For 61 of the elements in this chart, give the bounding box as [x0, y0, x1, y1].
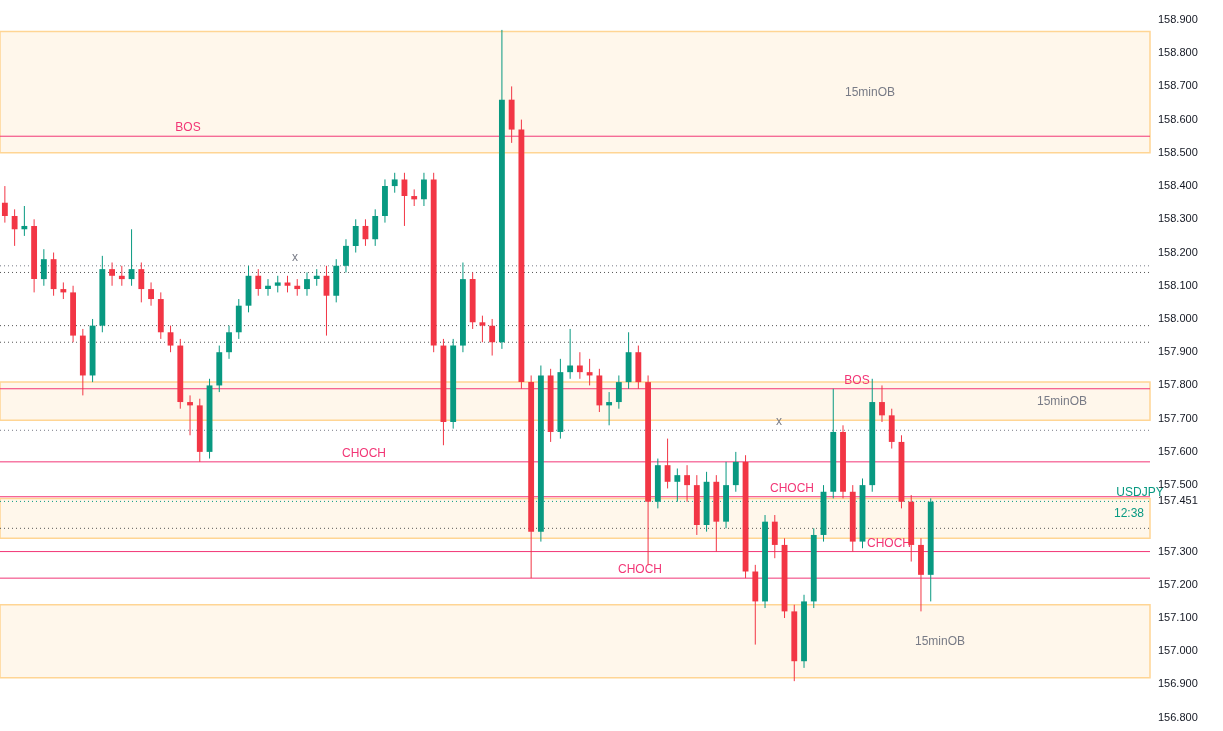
candlestick — [304, 271, 310, 297]
ref-line-label: CHOCH — [770, 480, 814, 495]
candlestick — [40, 248, 47, 287]
candlestick — [148, 281, 154, 307]
candlestick — [187, 394, 193, 436]
y-tick-label: 158.300 — [1158, 212, 1198, 225]
candlestick — [684, 464, 690, 503]
candlestick — [732, 451, 739, 493]
ref-line-label: x — [292, 249, 298, 264]
candlestick — [1, 185, 8, 224]
y-tick-label: 158.400 — [1158, 179, 1198, 192]
y-tick-label: 157.900 — [1158, 345, 1198, 358]
y-tick-label: 157.600 — [1158, 444, 1198, 457]
ref-line-label: CHOCH — [618, 562, 662, 577]
candlestick — [664, 438, 671, 489]
annotation: 12:38 — [1113, 506, 1145, 521]
candlestick — [255, 268, 262, 297]
candlestick — [489, 318, 496, 357]
y-tick-label: 158.700 — [1158, 79, 1198, 92]
candlestick — [226, 325, 232, 360]
y-tick-label: 158.800 — [1158, 46, 1198, 59]
candlestick — [479, 315, 486, 343]
candlestick — [109, 262, 115, 287]
candlestick — [21, 205, 28, 237]
candlestick — [879, 384, 885, 423]
candlestick — [586, 358, 593, 386]
candlestick — [138, 262, 145, 303]
y-tick-label: 157.800 — [1158, 378, 1198, 391]
band-label: 15minOB — [914, 634, 966, 649]
candlestick — [576, 351, 583, 380]
y-tick-label: 157.300 — [1158, 544, 1198, 557]
y-tick-label: 157.200 — [1158, 577, 1198, 590]
ref-line-label: BOS — [844, 372, 870, 387]
y-tick-label: 157.000 — [1158, 644, 1198, 657]
candlestick — [421, 172, 427, 207]
y-tick-label: 156.900 — [1158, 677, 1198, 690]
y-tick-label: 158.100 — [1158, 278, 1198, 291]
y-tick-label: 157.100 — [1158, 611, 1198, 624]
candlestick — [167, 325, 174, 353]
y-tick-label: 157.700 — [1158, 411, 1198, 424]
candlestick — [11, 208, 18, 247]
candlestick — [391, 172, 398, 194]
candlestick — [352, 218, 359, 254]
y-tick-label: 158.000 — [1158, 311, 1198, 324]
y-tick-label: 156.800 — [1158, 710, 1198, 723]
candlestick — [265, 278, 271, 297]
candlestick — [118, 265, 125, 287]
y-tick-label: 158.900 — [1158, 12, 1198, 25]
candlestick — [567, 328, 574, 380]
candlestick — [771, 514, 778, 559]
ref-line-label: CHOCH — [342, 445, 386, 460]
y-tick-label: 158.500 — [1158, 145, 1198, 158]
band-label: 15minOB — [844, 85, 896, 100]
ref-line-label: BOS — [175, 120, 201, 135]
candlestick — [606, 391, 613, 426]
band-label: 15minOB — [1036, 394, 1088, 409]
y-tick-label: 158.600 — [1158, 112, 1198, 125]
y-tick-label: 158.200 — [1158, 245, 1198, 258]
candlestick — [372, 208, 379, 247]
candlestick — [343, 238, 349, 273]
candlestick — [615, 374, 622, 410]
